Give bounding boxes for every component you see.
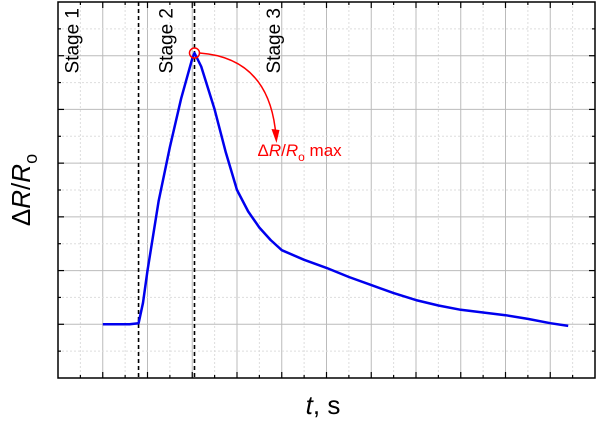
x-axis-label: t, s	[306, 390, 341, 420]
plot-frame	[57, 1, 596, 379]
arrow-head	[271, 129, 280, 144]
stage-label: Stage 1	[62, 8, 83, 74]
stage-label: Stage 2	[156, 8, 177, 74]
grid	[58, 2, 595, 378]
annotation-arrow	[199, 52, 277, 132]
stage-labels: Stage 1 Stage 2 Stage 3	[62, 8, 284, 74]
y-axis-label: ΔR/Ro	[6, 154, 41, 226]
stage-label: Stage 3	[264, 8, 285, 74]
annotation-label: ΔR/Ro max	[257, 141, 342, 164]
series-line	[102, 51, 569, 328]
